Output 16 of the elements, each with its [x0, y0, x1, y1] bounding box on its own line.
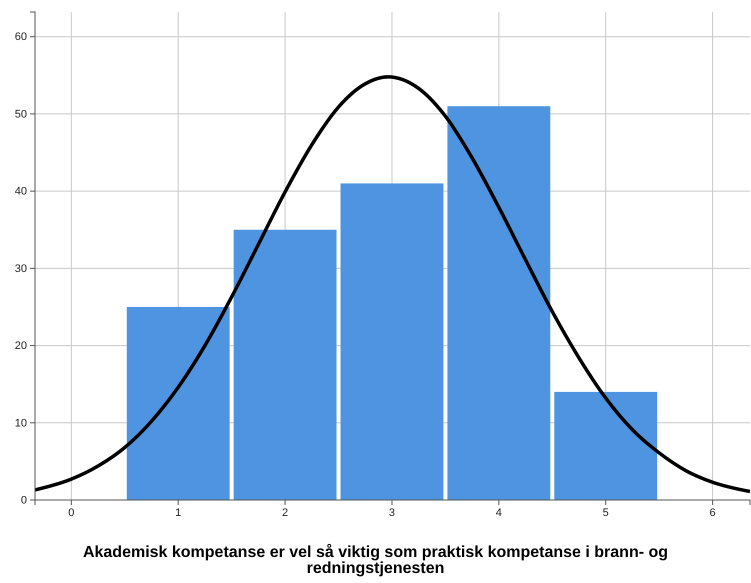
x-tick-label: 1	[175, 506, 182, 519]
y-tick-label: 40	[14, 186, 27, 198]
y-tick-label: 20	[14, 340, 27, 352]
y-tick-label: 60	[14, 31, 27, 44]
x-axis-title: Akademisk kompetanse er vel så viktig som praktisk kompetanse i brann- og redningstjenesten	[82, 543, 668, 577]
y-tick-label: 10	[14, 417, 27, 430]
x-tick-label: 3	[388, 506, 396, 519]
x-tick-label: 2	[282, 506, 288, 519]
x-tick-label: 0	[68, 506, 74, 519]
x-tick-label: 5	[602, 506, 609, 519]
y-tick-label: 30	[14, 262, 27, 275]
line-series	[33, 75, 751, 494]
y-tick-label: 0	[20, 494, 27, 507]
x-tick-label: 6	[710, 506, 716, 519]
x-tick-label: 4	[496, 506, 502, 519]
y-tick-label: 50	[14, 108, 27, 120]
